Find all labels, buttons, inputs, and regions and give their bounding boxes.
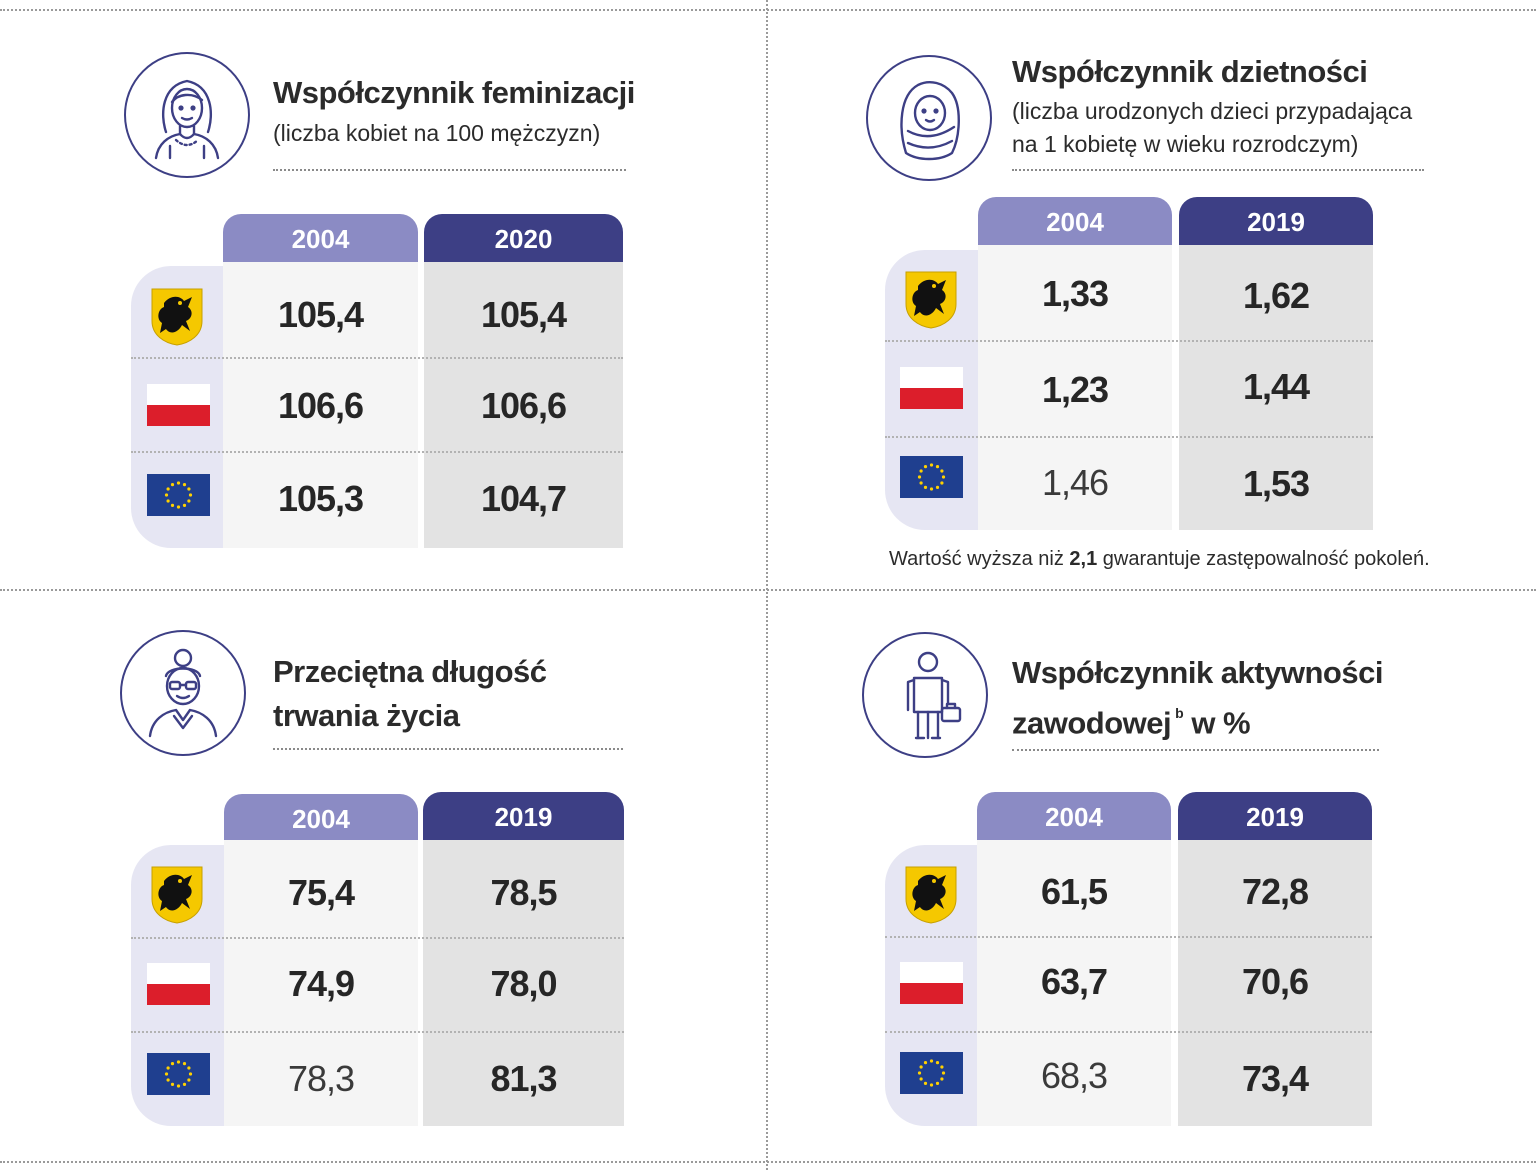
panel-title-line1: Współczynnik aktywności — [1012, 655, 1383, 690]
panel-title-line1: Przeciętna długość — [273, 654, 547, 689]
panel-title: Współczynnik feminizacji — [273, 75, 635, 110]
title-underline — [1012, 749, 1379, 751]
value-poland-new: 1,44 — [1242, 366, 1310, 407]
year-header-old: 2004 — [224, 794, 418, 842]
values-column-old — [224, 840, 418, 1126]
values-column-new — [424, 262, 623, 548]
year-header-old: 2004 — [223, 214, 418, 262]
values-column-new — [423, 840, 624, 1126]
values-column-old — [977, 840, 1171, 1126]
values-column-old — [978, 245, 1172, 530]
row-divider — [885, 340, 1373, 342]
row-divider — [885, 936, 1372, 938]
value-poland-old: 63,7 — [1040, 961, 1108, 1002]
values-column-old — [223, 262, 418, 548]
vertical-divider — [766, 0, 768, 1170]
value-poland-old: 1,23 — [1041, 369, 1109, 410]
baby-icon — [866, 55, 992, 181]
elderly-woman-icon — [120, 630, 246, 756]
row-divider — [131, 357, 623, 359]
value-poland-old: 74,9 — [287, 963, 355, 1004]
pomorskie-coat-of-arms — [151, 288, 203, 346]
poland-flag — [900, 962, 963, 1004]
replacement-note: Wartość wyższa niż 2,1 gwarantuje zastęp… — [889, 548, 1430, 570]
value-eu-old: 68,3 — [1040, 1055, 1108, 1096]
value-pomorskie-old: 61,5 — [1040, 871, 1108, 912]
pomorskie-coat-of-arms — [905, 271, 957, 329]
eu-flag — [900, 1052, 963, 1094]
eu-flag — [147, 474, 210, 516]
row-divider — [885, 1031, 1372, 1033]
year-header-old: 2004 — [978, 197, 1172, 245]
values-column-new — [1178, 840, 1372, 1126]
row-divider — [885, 436, 1373, 438]
panel-subtitle: (liczba kobiet na 100 mężczyzn) — [273, 120, 601, 146]
pomorskie-coat-of-arms — [905, 866, 957, 924]
row-divider — [131, 937, 624, 939]
value-eu-new: 73,4 — [1241, 1058, 1309, 1099]
row-divider — [131, 1031, 624, 1033]
panel-subtitle-line1: (liczba urodzonych dzieci przypadająca — [1012, 98, 1413, 124]
value-pomorskie-old: 1,33 — [1041, 273, 1109, 314]
panel-subtitle-line2: na 1 kobietę w wieku rozrodczym) — [1012, 131, 1359, 157]
value-pomorskie-new: 72,8 — [1241, 871, 1309, 912]
value-pomorskie-new: 1,62 — [1242, 275, 1310, 316]
woman-icon — [124, 52, 250, 178]
value-poland-new: 78,0 — [490, 963, 557, 1004]
value-eu-new: 1,53 — [1242, 463, 1310, 504]
title-underline — [273, 748, 623, 750]
value-pomorskie-new: 105,4 — [480, 294, 567, 335]
value-eu-new: 81,3 — [490, 1058, 557, 1099]
value-poland-new: 70,6 — [1241, 961, 1309, 1002]
eu-flag — [900, 456, 963, 498]
value-eu-old: 1,46 — [1041, 462, 1109, 503]
bottom-divider — [0, 1161, 1536, 1163]
value-poland-old: 106,6 — [277, 385, 364, 426]
values-column-new — [1179, 245, 1373, 530]
value-pomorskie-old: 75,4 — [287, 872, 355, 913]
title-underline — [1012, 169, 1424, 171]
year-header-new: 2019 — [423, 792, 624, 840]
top-divider — [0, 9, 1536, 11]
panel-title: Współczynnik dzietności — [1012, 54, 1368, 89]
poland-flag — [147, 963, 210, 1005]
year-header-new: 2020 — [424, 214, 623, 262]
poland-flag — [147, 384, 210, 426]
panel-title-line2: trwania życia — [273, 698, 460, 733]
year-header-old: 2004 — [977, 792, 1171, 840]
row-divider — [131, 451, 623, 453]
middle-divider — [0, 589, 1536, 591]
value-eu-old: 78,3 — [287, 1058, 355, 1099]
pomorskie-coat-of-arms — [151, 866, 203, 924]
eu-flag — [147, 1053, 210, 1095]
poland-flag — [900, 367, 963, 409]
year-header-new: 2019 — [1179, 197, 1373, 245]
value-eu-old: 105,3 — [277, 478, 364, 519]
value-pomorskie-new: 78,5 — [490, 872, 557, 913]
worker-icon — [862, 632, 988, 758]
value-poland-new: 106,6 — [480, 385, 567, 426]
year-header-new: 2019 — [1178, 792, 1372, 840]
value-pomorskie-old: 105,4 — [277, 294, 364, 335]
value-eu-new: 104,7 — [480, 478, 567, 519]
title-underline — [273, 169, 626, 171]
panel-title-line2: zawodowej b w % — [1012, 705, 1251, 741]
